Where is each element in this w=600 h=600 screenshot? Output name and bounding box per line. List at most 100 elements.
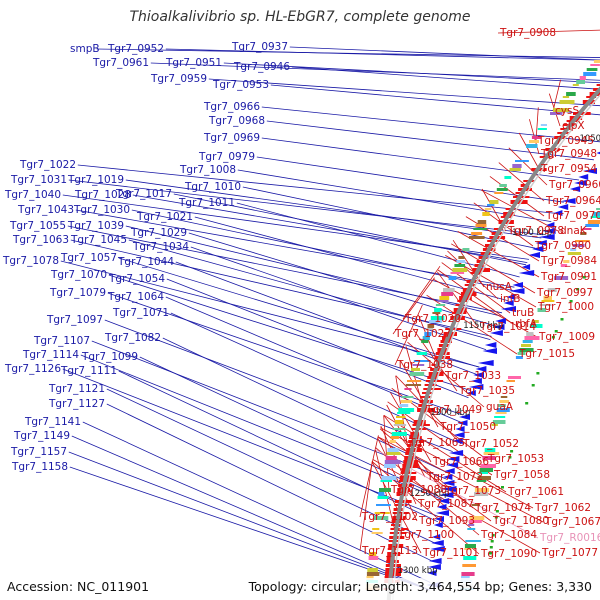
gc-mark (491, 534, 495, 537)
reverse-gene-mark (431, 540, 444, 546)
inner-block (543, 296, 552, 300)
genome-stats-text: Topology: circular; Length: 3,464,554 bp… (248, 579, 592, 594)
left-leader-line (256, 156, 564, 203)
forward-gene-mark (392, 512, 409, 514)
cog-block (499, 184, 507, 187)
inner-block (499, 400, 510, 403)
inner-block (464, 544, 476, 548)
inner-block (498, 404, 506, 407)
cog-block (537, 128, 547, 130)
cog-block (386, 452, 401, 455)
inner-block (563, 260, 570, 263)
gc-mark (569, 300, 573, 303)
right-gene-label: Tgr7_1015 (518, 348, 575, 360)
reverse-gene-mark (539, 234, 555, 240)
inner-block (570, 248, 577, 251)
cog-block (401, 396, 414, 398)
right-gene-label: Tgr7_1050 (439, 421, 496, 433)
inner-block (593, 212, 600, 216)
cog-block (399, 404, 409, 407)
right-leader-line (380, 427, 534, 509)
left-gene-label: Tgr7_1019 (67, 174, 124, 186)
right-leader-line (447, 250, 499, 300)
gc-mark (576, 288, 580, 291)
inner-block (474, 492, 489, 496)
cog-block (540, 124, 547, 126)
left-gene-label: Tgr7_1097 (46, 314, 103, 326)
right-leader-line (377, 438, 418, 522)
left-leader-line (62, 194, 530, 260)
left-leader-line (242, 186, 536, 249)
reverse-gene-mark (439, 492, 454, 498)
right-gene-label: truB (512, 307, 534, 319)
right-gene-label: Tgr7_1033 (444, 370, 501, 382)
left-gene-label: Tgr7_1055 (9, 220, 66, 232)
left-gene-label: Tgr7_1111 (60, 365, 117, 377)
right-leader-line (394, 304, 423, 366)
inner-block (567, 252, 581, 255)
left-gene-label: Tgr7_1114 (22, 349, 79, 361)
left-leader-line (75, 209, 515, 288)
inner-block (590, 216, 600, 218)
right-leader-line (508, 147, 548, 186)
left-leader-line (108, 274, 472, 391)
cog-block (398, 408, 415, 412)
cog-block (412, 364, 425, 366)
reverse-gene-mark (452, 438, 463, 444)
gc-mark (531, 384, 535, 387)
gc-mark (489, 546, 493, 549)
reverse-gene-mark (596, 151, 600, 155)
left-leader-line (289, 46, 600, 61)
inner-block (554, 276, 569, 280)
inner-block (495, 412, 507, 414)
cog-block (422, 336, 430, 340)
left-gene-label: Tgr7_1040 (4, 189, 61, 201)
inner-block (479, 468, 493, 472)
cog-block (496, 188, 508, 191)
left-gene-label: Tgr7_0959 (150, 73, 207, 85)
cog-block (368, 556, 379, 560)
gc-mark (494, 516, 498, 519)
right-gene-label: Tgr7_1049 (425, 404, 482, 416)
footer-bar: Accession: NC_011901 Topology: circular;… (0, 578, 600, 600)
cog-block (593, 60, 600, 63)
inner-block (531, 320, 539, 323)
reverse-gene-mark (435, 510, 449, 516)
gc-mark (525, 402, 529, 405)
reverse-gene-mark (535, 240, 547, 246)
cog-block (400, 400, 413, 403)
left-leader-line (237, 169, 552, 222)
reverse-gene-mark (430, 546, 445, 552)
cog-block (468, 236, 485, 239)
reverse-gene-mark (574, 180, 587, 186)
forward-gene-mark (472, 268, 490, 272)
cog-block (384, 460, 401, 464)
left-gene-label: Tgr7_1043 (17, 204, 74, 216)
right-gene-label: Tgr7_1062 (534, 502, 591, 514)
left-leader-line (236, 202, 520, 278)
left-gene-label: Tgr7_1017 (115, 188, 172, 200)
gc-mark (554, 330, 558, 333)
cog-block (529, 140, 539, 143)
right-leader-line (402, 265, 441, 320)
cog-block (371, 532, 383, 534)
left-gene-label: Tgr7_1078 (2, 255, 59, 267)
inner-block (537, 308, 546, 312)
right-leader-line (535, 107, 539, 142)
left-leader-line (162, 337, 448, 474)
reverse-gene-mark (473, 372, 484, 378)
inner-block (468, 524, 475, 526)
scale-tick-label: 1100 kbp (512, 228, 552, 238)
inner-block (526, 332, 534, 336)
reverse-gene-mark (432, 534, 441, 540)
gc-mark (490, 540, 494, 543)
left-leader-line (261, 137, 580, 181)
left-gene-label: Tgr7_1030 (73, 204, 130, 216)
cog-block (566, 92, 576, 96)
reverse-gene-mark (433, 522, 443, 528)
cog-block (562, 96, 570, 98)
cog-block (376, 504, 391, 506)
cog-block (437, 300, 449, 302)
backbone-arc (386, 86, 600, 600)
